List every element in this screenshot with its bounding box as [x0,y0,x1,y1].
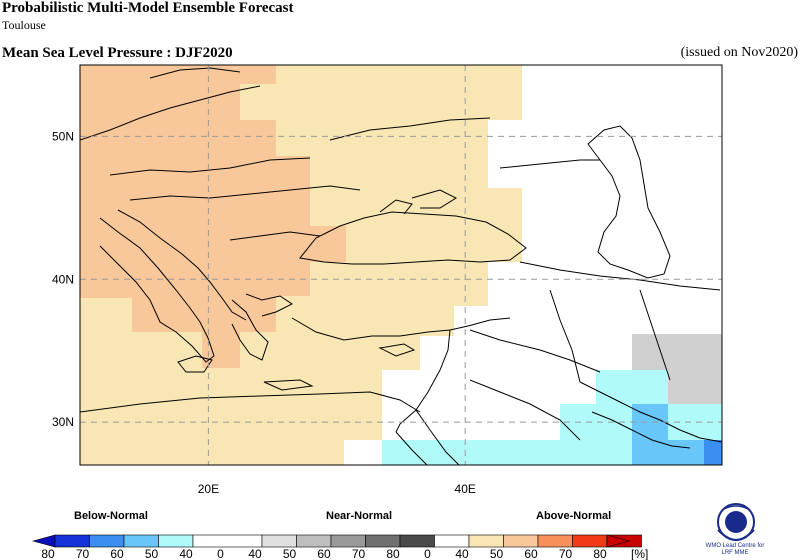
coastlines [80,67,722,465]
legend-swatch-near [296,534,332,548]
legend-swatch-above [537,534,573,548]
map-frame [79,64,723,466]
center-name: Toulouse [2,18,46,32]
legend-tick-label: 60 [524,547,538,560]
legend-tick-label: 70 [76,547,90,560]
legend-swatch-below [54,534,90,548]
variable-title: Mean Sea Level Pressure : DJF2020 [2,45,233,61]
legend-unit: [%] [631,547,648,560]
legend-swatch-below [123,534,159,548]
legend-tick-label: 70 [352,547,366,560]
legend-swatch-white [434,534,470,548]
latitude-label: 50N [52,129,74,143]
legend-swatch-near [330,534,366,548]
legend-tick-label: 70 [559,547,573,560]
legend-swatch-near [399,534,435,548]
longitude-label: 20E [198,482,219,496]
legend-tick-label: 50 [490,547,504,560]
legend-tick-label: 50 [145,547,159,560]
probability-cells [80,65,722,465]
legend-tick-label: 40 [248,547,262,560]
legend-tick-label: 40 [455,547,469,560]
graticule [80,65,722,465]
probability-legend: 80 70 60 50 40 0 40 50 60 70 80 0 40 50 60 70 80 [%] [31,534,648,560]
forecast-title: Probabilistic Multi-Model Ensemble Forec… [2,0,294,16]
legend-tick-label: 80 [41,547,55,560]
probability-region [632,404,722,465]
legend-arrow-right [606,534,631,548]
issued-date: (issued on Nov2020) [680,45,798,60]
legend-swatch-below [158,534,194,548]
legend-swatch-above [468,534,504,548]
legend-swatch-near [365,534,401,548]
legend-swatch-near [261,534,297,548]
wmo-logo-text: WMO Lead Centre for LRF MME [705,543,765,556]
legend-tick-label: 50 [283,547,297,560]
probability-region [632,334,722,404]
latitude-label: 30N [52,415,74,429]
legend-tick-label: 80 [593,547,607,560]
legend-tick-label: 40 [179,547,193,560]
legend-swatch-above [572,534,608,548]
legend-swatch-below [89,534,125,548]
legend-tick-label: 80 [386,547,400,560]
legend-tick-label: 0 [217,547,224,560]
legend-arrow-left [31,534,56,548]
probability-region [704,440,722,465]
legend-tick-label: 0 [424,547,431,560]
legend-tick-label: 60 [110,547,124,560]
legend-tick-label: 60 [317,547,331,560]
legend-swatch-above [503,534,539,548]
legend-below-label: Below-Normal [74,510,148,522]
wmo-logo-icon [717,503,755,542]
probability-region [80,65,346,368]
legend-above-label: Above-Normal [536,510,612,522]
latitude-label: 40N [52,272,74,286]
longitude-label: 40E [455,482,476,496]
legend-swatch-white [192,534,263,548]
legend-near-label: Near-Normal [326,510,393,522]
